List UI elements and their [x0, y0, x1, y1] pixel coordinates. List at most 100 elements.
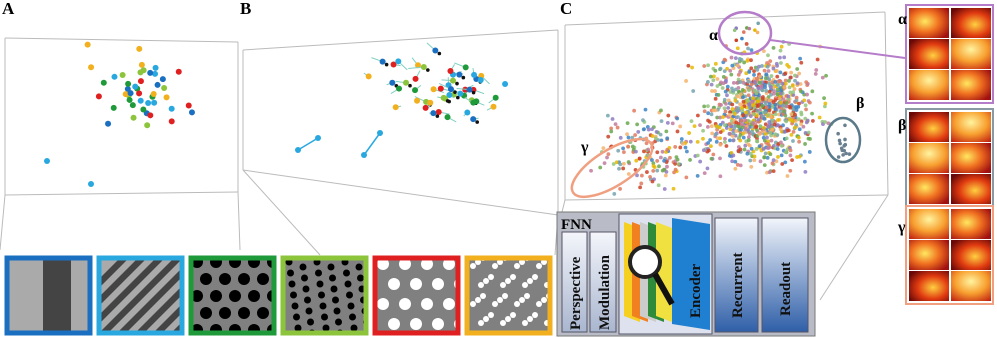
- point: [847, 152, 852, 156]
- point: [765, 64, 770, 69]
- dot: [287, 269, 294, 277]
- point: [769, 115, 773, 119]
- panel-label: A: [2, 0, 15, 18]
- point: [751, 103, 755, 108]
- point: [729, 72, 734, 77]
- point: [788, 153, 793, 158]
- point: [426, 68, 430, 72]
- point: [724, 101, 728, 106]
- point: [412, 75, 419, 82]
- point: [784, 104, 789, 109]
- point: [752, 154, 757, 159]
- dot: [500, 320, 506, 326]
- map-tile: [909, 209, 949, 239]
- point: [794, 108, 799, 112]
- map-tile: [951, 8, 991, 38]
- point: [723, 123, 727, 128]
- point: [606, 134, 611, 139]
- point: [731, 153, 736, 158]
- magnifier: [628, 245, 662, 279]
- dot: [388, 318, 400, 330]
- point: [730, 107, 735, 111]
- stripe: [97, 256, 167, 326]
- point: [645, 170, 649, 174]
- point: [100, 79, 107, 86]
- point: [791, 90, 796, 95]
- point: [457, 90, 464, 97]
- dot: [505, 278, 511, 284]
- dot: [510, 312, 516, 318]
- point: [687, 131, 692, 135]
- point: [688, 158, 692, 162]
- point: [718, 156, 722, 161]
- stripe: [115, 266, 184, 335]
- module-label: Modulation: [597, 254, 613, 330]
- point: [749, 58, 753, 63]
- point: [437, 85, 444, 92]
- point: [665, 147, 670, 152]
- dot: [497, 297, 503, 303]
- dot: [432, 278, 444, 290]
- point: [810, 111, 814, 116]
- point: [760, 103, 765, 108]
- point: [610, 117, 615, 121]
- tile-border: [372, 255, 461, 336]
- point: [735, 63, 740, 68]
- point: [755, 108, 760, 113]
- point: [757, 132, 762, 136]
- point: [772, 122, 777, 127]
- dot: [200, 307, 212, 319]
- cluster-label: β: [856, 95, 864, 112]
- point: [706, 63, 710, 68]
- point: [471, 71, 478, 78]
- tile-border: [4, 255, 93, 336]
- dot: [410, 278, 422, 290]
- point: [723, 89, 728, 94]
- point: [722, 97, 727, 102]
- point: [797, 154, 802, 159]
- dot: [305, 307, 313, 315]
- point: [748, 158, 753, 163]
- point: [784, 136, 789, 141]
- point: [430, 86, 437, 93]
- point: [797, 101, 801, 106]
- point: [650, 158, 654, 162]
- map-tile: [951, 112, 991, 142]
- point: [791, 139, 795, 143]
- point: [783, 160, 788, 165]
- point: [766, 124, 771, 129]
- point: [765, 155, 770, 160]
- point: [746, 135, 751, 140]
- stripe: [133, 284, 184, 335]
- point: [614, 160, 619, 165]
- point: [730, 159, 735, 164]
- point: [741, 113, 746, 118]
- point: [377, 130, 383, 136]
- point: [84, 41, 91, 48]
- point: [836, 155, 841, 159]
- point: [152, 64, 159, 71]
- point: [662, 187, 667, 191]
- point: [836, 131, 840, 136]
- point: [793, 78, 797, 83]
- point: [403, 79, 410, 86]
- point: [767, 120, 772, 124]
- point: [788, 105, 793, 110]
- point: [502, 81, 509, 88]
- point: [437, 51, 442, 56]
- point: [658, 132, 663, 137]
- point: [752, 112, 756, 116]
- dot: [522, 282, 528, 288]
- point: [765, 135, 769, 140]
- point: [746, 93, 751, 98]
- point: [136, 90, 143, 97]
- point: [630, 144, 635, 149]
- tile: [189, 256, 276, 335]
- point: [676, 162, 681, 166]
- point: [702, 104, 707, 109]
- point: [746, 138, 751, 143]
- point: [841, 153, 845, 157]
- point: [755, 76, 759, 81]
- point: [737, 57, 742, 61]
- point: [798, 82, 803, 86]
